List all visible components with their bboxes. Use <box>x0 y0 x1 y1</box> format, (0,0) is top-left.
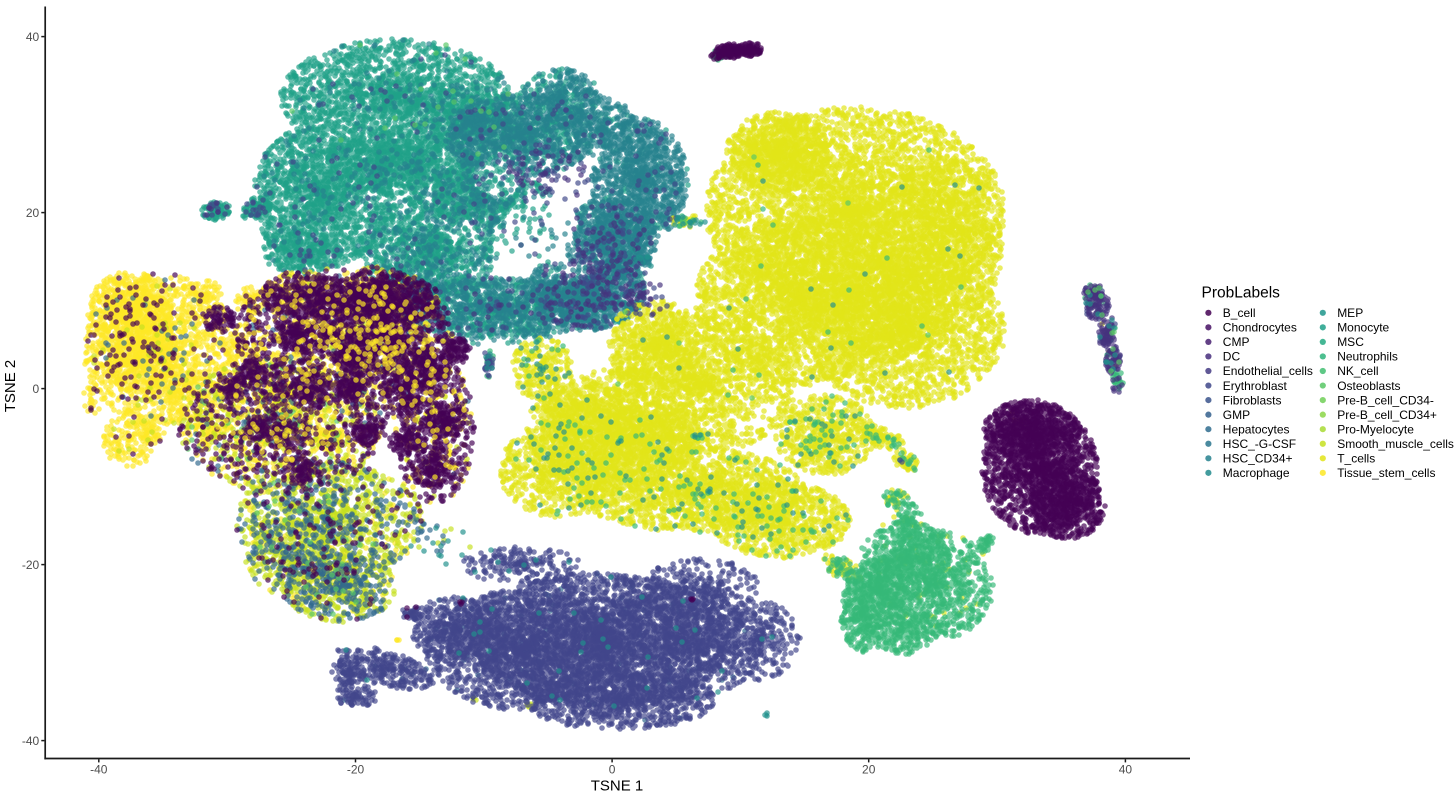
svg-text:B_cell: B_cell <box>1223 306 1256 320</box>
svg-text:HSC_-G-CSF: HSC_-G-CSF <box>1223 437 1296 451</box>
svg-text:-20: -20 <box>347 763 365 777</box>
svg-text:Hepatocytes: Hepatocytes <box>1223 422 1290 436</box>
svg-text:Fibroblasts: Fibroblasts <box>1223 393 1282 407</box>
svg-text:40: 40 <box>26 30 40 44</box>
svg-text:GMP: GMP <box>1223 408 1250 422</box>
svg-text:Pre-B_cell_CD34-: Pre-B_cell_CD34- <box>1337 393 1434 407</box>
svg-text:-20: -20 <box>22 558 40 572</box>
svg-text:T_cells: T_cells <box>1337 452 1375 466</box>
svg-text:Monocyte: Monocyte <box>1337 321 1389 335</box>
svg-text:Osteoblasts: Osteoblasts <box>1337 379 1400 393</box>
svg-text:0: 0 <box>609 763 616 777</box>
svg-text:Smooth_muscle_cells: Smooth_muscle_cells <box>1337 437 1454 451</box>
svg-text:CMP: CMP <box>1223 335 1250 349</box>
svg-text:40: 40 <box>1119 763 1133 777</box>
svg-text:NK_cell: NK_cell <box>1337 364 1378 378</box>
svg-text:-40: -40 <box>22 734 40 748</box>
svg-text:Chondrocytes: Chondrocytes <box>1223 321 1297 335</box>
svg-text:Pro-Myelocyte: Pro-Myelocyte <box>1337 422 1414 436</box>
svg-text:Macrophage: Macrophage <box>1223 466 1290 480</box>
svg-text:HSC_CD34+: HSC_CD34+ <box>1223 452 1293 466</box>
svg-text:ProbLabels: ProbLabels <box>1202 285 1281 302</box>
svg-text:TSNE 2: TSNE 2 <box>2 360 19 413</box>
svg-text:Pre-B_cell_CD34+: Pre-B_cell_CD34+ <box>1337 408 1437 422</box>
svg-text:0: 0 <box>33 382 40 396</box>
svg-text:20: 20 <box>862 763 876 777</box>
svg-text:MSC: MSC <box>1337 335 1364 349</box>
svg-text:DC: DC <box>1223 350 1241 364</box>
svg-text:Endothelial_cells: Endothelial_cells <box>1223 364 1313 378</box>
svg-text:Neutrophils: Neutrophils <box>1337 350 1398 364</box>
svg-text:20: 20 <box>26 206 40 220</box>
svg-text:TSNE 1: TSNE 1 <box>591 778 644 795</box>
svg-text:-40: -40 <box>90 763 108 777</box>
svg-text:Erythroblast: Erythroblast <box>1223 379 1288 393</box>
svg-text:Tissue_stem_cells: Tissue_stem_cells <box>1337 466 1435 480</box>
svg-text:MEP: MEP <box>1337 306 1363 320</box>
